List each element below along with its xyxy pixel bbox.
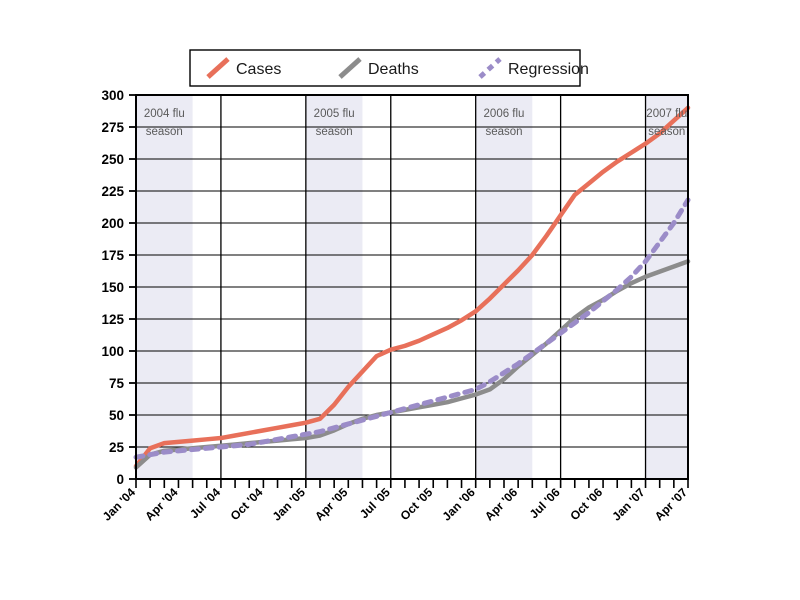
legend-label-deaths: Deaths — [368, 61, 419, 78]
legend-swatch-cases — [206, 57, 230, 79]
y-axis-tick-labels: 0 25 50 75 100 125 150 175 200 225 250 275 300 — [101, 88, 124, 487]
chart-legend: Cases Deaths Regression — [189, 49, 589, 87]
flu-season-label-line1: 2005 flu — [314, 108, 355, 120]
flu-season-label-line2: season — [485, 126, 522, 138]
y-tick-label: 250 — [101, 152, 124, 167]
y-tick-label: 125 — [101, 312, 124, 327]
y-tick-label: 150 — [101, 280, 124, 295]
series-line-regression — [133, 197, 691, 460]
chart-series-lines — [133, 105, 691, 470]
legend-swatch-deaths — [338, 57, 362, 79]
legend-label-regression: Regression — [508, 61, 589, 78]
series-line-cases — [133, 105, 691, 469]
flu-season-label-line1: 2006 flu — [484, 108, 525, 120]
y-tick-label: 25 — [109, 440, 125, 455]
legend-label-cases: Cases — [236, 61, 281, 78]
y-tick-label: 225 — [101, 184, 124, 199]
legend-box — [189, 49, 581, 87]
legend-swatch-regression — [478, 57, 502, 79]
y-tick-label: 300 — [101, 88, 124, 103]
chart-axes — [129, 94, 689, 488]
y-tick-label: 200 — [101, 216, 124, 231]
flu-season-label-line2: season — [146, 126, 183, 138]
y-tick-label: 50 — [109, 408, 124, 423]
flu-season-labels: 2004 flu season 2005 flu season 2006 flu seas… — [144, 108, 687, 138]
flu-season-label-line2: season — [316, 126, 353, 138]
flu-season-label-line2: season — [648, 126, 685, 138]
y-tick-label: 0 — [116, 472, 124, 487]
y-tick-label: 75 — [109, 376, 125, 391]
flu-season-label-line1: 2004 flu — [144, 108, 185, 120]
y-tick-label: 100 — [101, 344, 124, 359]
flu-season-label-line1: 2007 flu — [646, 108, 687, 120]
y-tick-label: 175 — [101, 248, 124, 263]
y-tick-label: 275 — [101, 120, 124, 135]
